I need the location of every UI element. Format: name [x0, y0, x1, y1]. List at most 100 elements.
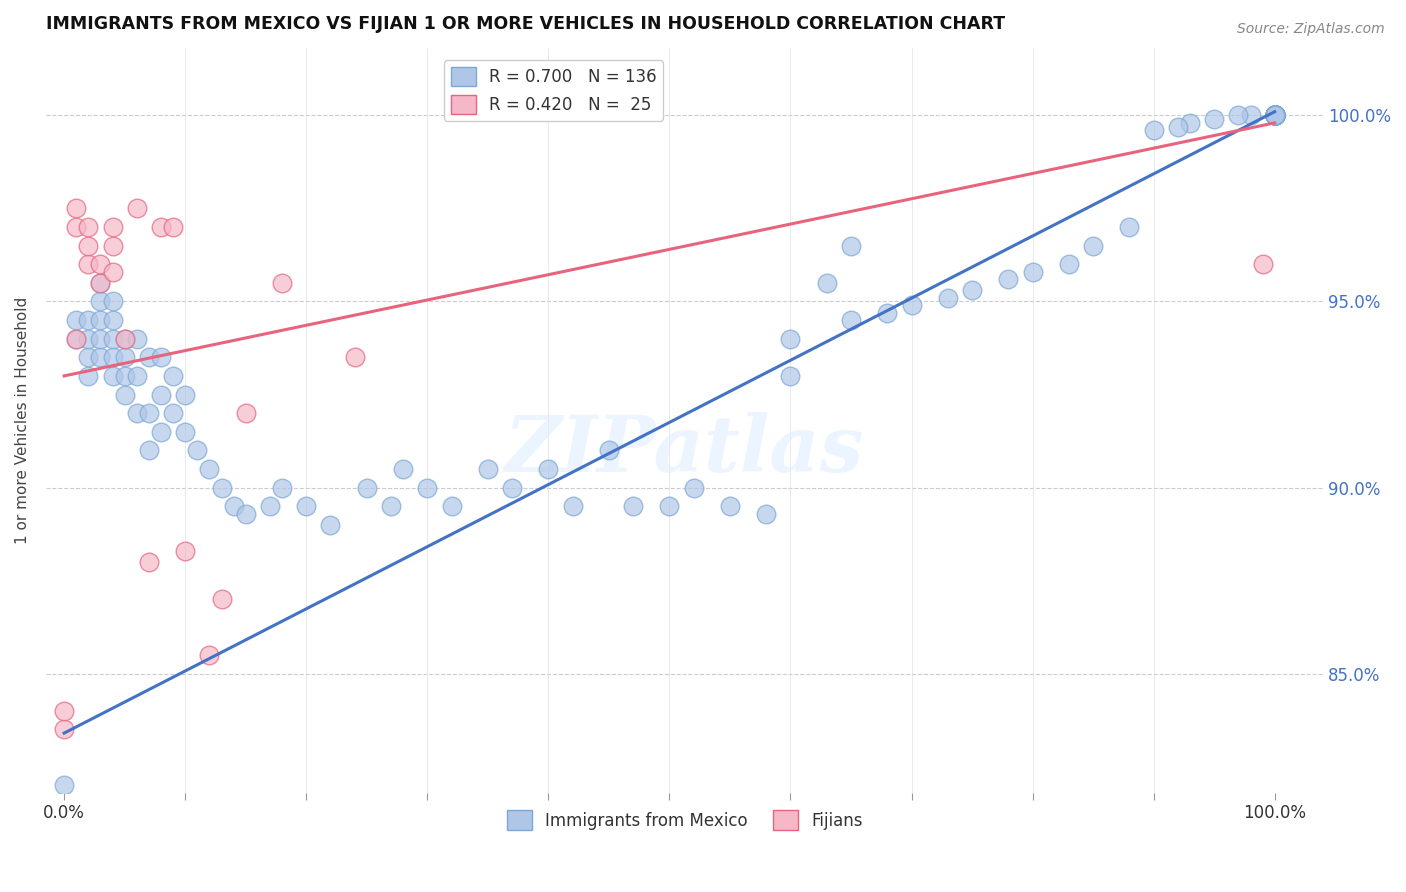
Point: [440, 499, 463, 513]
Point: [319, 517, 342, 532]
Point: [392, 462, 415, 476]
Point: [77, 368, 100, 383]
Point: [900, 298, 922, 312]
Point: [89, 276, 111, 290]
Point: [101, 294, 124, 309]
Point: [65, 220, 87, 235]
Point: [138, 555, 160, 569]
Point: [1021, 265, 1043, 279]
Point: [77, 238, 100, 252]
Point: [222, 499, 245, 513]
Point: [1264, 108, 1286, 122]
Point: [149, 351, 172, 365]
Point: [198, 648, 221, 662]
Point: [658, 499, 681, 513]
Point: [101, 332, 124, 346]
Point: [1264, 108, 1286, 122]
Point: [839, 313, 862, 327]
Point: [960, 283, 983, 297]
Point: [174, 387, 197, 401]
Point: [101, 351, 124, 365]
Point: [839, 238, 862, 252]
Point: [77, 220, 100, 235]
Point: [125, 202, 148, 216]
Point: [1264, 108, 1286, 122]
Point: [89, 257, 111, 271]
Point: [125, 368, 148, 383]
Point: [271, 481, 294, 495]
Point: [53, 778, 76, 792]
Point: [1264, 108, 1286, 122]
Point: [876, 305, 898, 319]
Point: [149, 387, 172, 401]
Point: [1264, 108, 1286, 122]
Point: [77, 332, 100, 346]
Point: [1264, 108, 1286, 122]
Point: [101, 220, 124, 235]
Point: [1264, 108, 1286, 122]
Point: [755, 507, 778, 521]
Point: [416, 481, 439, 495]
Point: [271, 276, 294, 290]
Point: [815, 276, 838, 290]
Point: [779, 332, 801, 346]
Point: [1264, 108, 1286, 122]
Point: [1264, 108, 1286, 122]
Point: [138, 351, 160, 365]
Point: [1264, 108, 1286, 122]
Point: [1167, 120, 1189, 134]
Point: [598, 443, 620, 458]
Point: [1081, 238, 1104, 252]
Point: [211, 592, 233, 607]
Point: [295, 499, 318, 513]
Point: [53, 704, 76, 718]
Point: [1264, 108, 1286, 122]
Point: [101, 368, 124, 383]
Point: [89, 351, 111, 365]
Point: [1178, 116, 1201, 130]
Point: [235, 406, 257, 420]
Point: [380, 499, 402, 513]
Point: [125, 406, 148, 420]
Point: [343, 351, 366, 365]
Point: [101, 313, 124, 327]
Point: [1264, 108, 1286, 122]
Point: [1264, 108, 1286, 122]
Text: Source: ZipAtlas.com: Source: ZipAtlas.com: [1237, 22, 1385, 37]
Point: [1264, 108, 1286, 122]
Point: [1264, 108, 1286, 122]
Point: [65, 332, 87, 346]
Point: [1264, 108, 1286, 122]
Point: [997, 272, 1019, 286]
Point: [125, 332, 148, 346]
Point: [1264, 108, 1286, 122]
Point: [1251, 257, 1274, 271]
Point: [1264, 108, 1286, 122]
Text: IMMIGRANTS FROM MEXICO VS FIJIAN 1 OR MORE VEHICLES IN HOUSEHOLD CORRELATION CHA: IMMIGRANTS FROM MEXICO VS FIJIAN 1 OR MO…: [46, 15, 1005, 33]
Point: [198, 462, 221, 476]
Point: [162, 368, 184, 383]
Point: [65, 202, 87, 216]
Point: [356, 481, 378, 495]
Point: [936, 291, 959, 305]
Point: [101, 238, 124, 252]
Point: [1118, 220, 1140, 235]
Point: [1264, 108, 1286, 122]
Point: [259, 499, 281, 513]
Point: [1264, 108, 1286, 122]
Point: [101, 265, 124, 279]
Point: [477, 462, 499, 476]
Point: [138, 443, 160, 458]
Point: [77, 313, 100, 327]
Point: [211, 481, 233, 495]
Point: [65, 313, 87, 327]
Point: [162, 220, 184, 235]
Point: [682, 481, 704, 495]
Point: [1264, 108, 1286, 122]
Point: [1239, 108, 1261, 122]
Point: [1264, 108, 1286, 122]
Point: [1264, 108, 1286, 122]
Y-axis label: 1 or more Vehicles in Household: 1 or more Vehicles in Household: [15, 297, 30, 544]
Point: [1264, 108, 1286, 122]
Point: [186, 443, 208, 458]
